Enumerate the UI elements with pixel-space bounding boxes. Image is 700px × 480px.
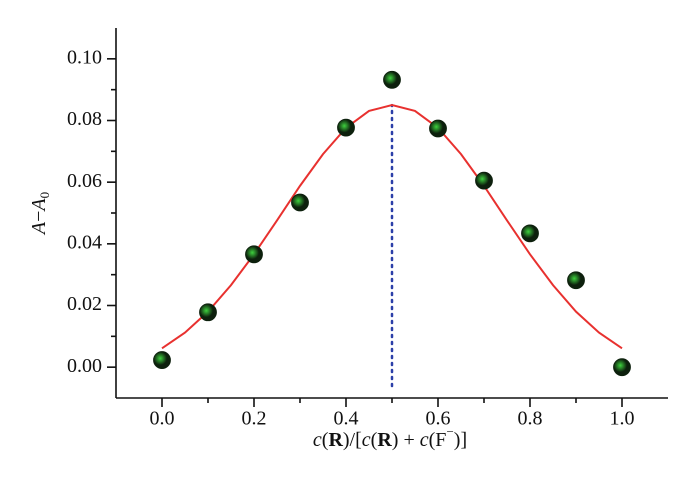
data-point — [567, 271, 585, 290]
data-point — [291, 193, 309, 212]
data-point — [475, 171, 493, 190]
y-tick-label: 0.08 — [67, 108, 102, 130]
data-point — [337, 118, 355, 137]
x-label-part: ) + — [392, 429, 420, 451]
y-tick-label: 0.10 — [67, 46, 102, 68]
x-label-part: − — [446, 424, 453, 439]
x-label-part: R — [377, 429, 392, 451]
x-tick-label: 0.0 — [150, 408, 175, 430]
data-point — [613, 358, 631, 377]
fit-curve — [161, 104, 623, 350]
data-point — [383, 70, 401, 89]
y-tick-label: 0.06 — [67, 170, 102, 192]
x-tick-label: 0.2 — [242, 408, 267, 430]
x-label-part: (F — [429, 429, 447, 451]
x-label-part: c — [313, 429, 322, 451]
data-point — [245, 245, 263, 264]
y-tick-label: 0.04 — [67, 231, 102, 253]
data-point — [199, 303, 217, 322]
x-tick-label: 0.4 — [334, 408, 359, 430]
x-label-part: )] — [454, 429, 467, 451]
y-axis-label: A−A0 — [28, 192, 52, 236]
x-label-part: R — [328, 429, 343, 451]
data-point — [429, 119, 447, 138]
y-tick-label: 0.00 — [67, 355, 102, 377]
x-label-part: ( — [371, 429, 378, 451]
x-label-part: c — [420, 429, 429, 451]
x-axis-label: c(R)/[c(R) + c(F−)] — [313, 424, 467, 451]
y-label-part: A — [28, 221, 50, 236]
data-point — [521, 224, 539, 243]
y-label-part: A — [28, 198, 50, 213]
x-label-part: )/[ — [343, 429, 362, 451]
x-label-part: ( — [322, 429, 329, 451]
x-tick-label: 0.6 — [426, 408, 451, 430]
x-tick-label: 0.8 — [518, 408, 543, 430]
y-label-part: − — [28, 211, 50, 222]
x-tick-label: 1.0 — [610, 408, 635, 430]
x-label-part: c — [362, 429, 371, 451]
y-tick-label: 0.02 — [67, 293, 102, 315]
y-label-part: 0 — [37, 192, 52, 199]
data-point — [153, 351, 171, 369]
